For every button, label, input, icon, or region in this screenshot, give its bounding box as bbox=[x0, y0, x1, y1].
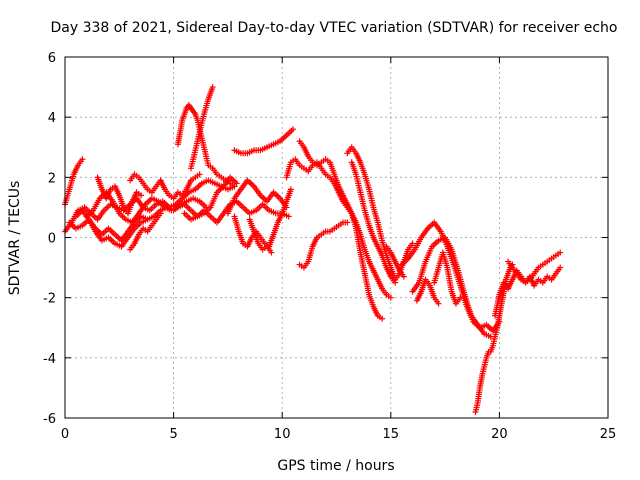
data-point bbox=[557, 264, 564, 271]
data-point bbox=[409, 240, 416, 247]
x-tick-label: 15 bbox=[383, 427, 400, 442]
data-series bbox=[231, 126, 297, 157]
data-point bbox=[231, 183, 238, 190]
data-point bbox=[435, 300, 442, 307]
x-tick-label: 0 bbox=[61, 427, 69, 442]
data-point bbox=[287, 186, 294, 193]
data-series bbox=[492, 249, 564, 319]
y-tick-label: -6 bbox=[43, 412, 56, 427]
data-series bbox=[283, 156, 386, 322]
data-series bbox=[246, 216, 275, 256]
y-tick-label: -4 bbox=[43, 352, 56, 367]
axis-ticks: 0 5 10 15 20 25 -6 -4 -2 0 2 4 6 bbox=[43, 51, 616, 442]
data-series bbox=[505, 258, 564, 289]
y-axis-label: SDTVAR / TECUs bbox=[7, 181, 23, 296]
data-series bbox=[72, 207, 151, 244]
x-tick-label: 5 bbox=[169, 427, 177, 442]
data-point bbox=[196, 171, 203, 178]
y-tick-label: 6 bbox=[48, 51, 56, 66]
data-point bbox=[457, 294, 464, 301]
data-series bbox=[224, 177, 290, 217]
data-series bbox=[83, 174, 240, 226]
data-markers bbox=[62, 84, 564, 415]
data-point bbox=[400, 273, 407, 280]
y-tick-label: 0 bbox=[48, 232, 56, 247]
data-series bbox=[472, 261, 516, 415]
data-point bbox=[392, 279, 399, 286]
data-series bbox=[413, 276, 442, 307]
data-point bbox=[79, 156, 86, 163]
data-series bbox=[231, 186, 294, 250]
data-point bbox=[290, 126, 297, 133]
data-point bbox=[344, 219, 351, 226]
data-series bbox=[348, 159, 399, 286]
data-point bbox=[379, 315, 386, 322]
data-series bbox=[127, 210, 164, 253]
data-point bbox=[557, 249, 564, 256]
x-tick-label: 20 bbox=[491, 427, 508, 442]
data-series bbox=[174, 102, 238, 190]
data-point bbox=[268, 249, 275, 256]
data-point bbox=[144, 216, 151, 223]
data-point bbox=[285, 213, 292, 220]
x-tick-label: 10 bbox=[274, 427, 291, 442]
chart-title: Day 338 of 2021, Sidereal Day-to-day VTE… bbox=[51, 20, 618, 36]
data-point bbox=[233, 180, 240, 187]
data-series bbox=[296, 219, 351, 271]
data-series bbox=[187, 84, 216, 172]
data-series bbox=[383, 243, 407, 280]
data-point bbox=[138, 192, 145, 199]
data-series bbox=[127, 171, 203, 202]
data-series bbox=[296, 138, 394, 301]
data-point bbox=[387, 294, 394, 301]
data-series bbox=[62, 156, 86, 208]
data-point bbox=[209, 84, 216, 91]
data-series bbox=[431, 249, 464, 307]
data-series bbox=[94, 174, 145, 217]
data-point bbox=[157, 210, 164, 217]
data-series bbox=[409, 234, 494, 340]
y-tick-label: 2 bbox=[48, 171, 56, 186]
y-tick-label: -2 bbox=[43, 292, 56, 307]
y-tick-label: 4 bbox=[48, 111, 56, 126]
grid-lines bbox=[65, 57, 608, 418]
x-axis-label: GPS time / hours bbox=[277, 458, 394, 474]
x-tick-label: 25 bbox=[600, 427, 617, 442]
